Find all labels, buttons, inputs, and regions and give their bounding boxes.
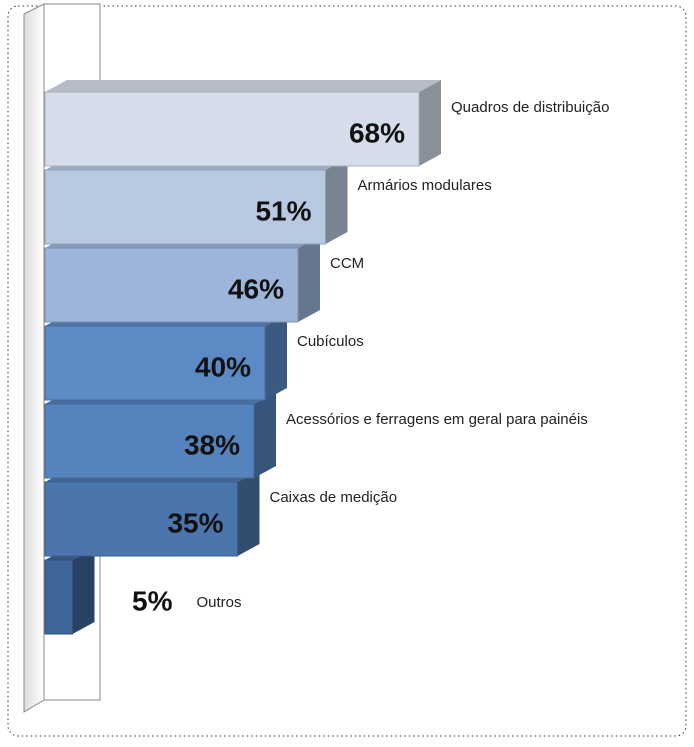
category-label: Caixas de medição: [270, 489, 398, 506]
category-label: Armários modulares: [358, 177, 492, 194]
bar: [44, 481, 238, 557]
bar-side: [265, 314, 287, 400]
bar-side: [325, 158, 348, 244]
value-label: 51%: [255, 195, 311, 226]
bar-side: [254, 392, 276, 478]
category-label: Outros: [197, 594, 242, 611]
value-label: 46%: [228, 273, 284, 304]
bar: [44, 91, 420, 167]
value-label: 35%: [167, 507, 223, 538]
value-label: 38%: [184, 429, 240, 460]
frame-side: [23, 3, 45, 713]
value-label: 68%: [349, 117, 405, 148]
category-label: CCM: [330, 255, 364, 272]
category-label: Quadros de distribuição: [451, 99, 609, 116]
bar: [44, 559, 73, 635]
value-label: 40%: [195, 351, 251, 382]
border: [7, 5, 687, 737]
bar: [44, 325, 266, 401]
bar: [44, 169, 326, 245]
bar: [44, 403, 255, 479]
value-label: 5%: [132, 585, 173, 616]
bar-top: [45, 80, 441, 92]
bar: [44, 247, 299, 323]
bar-side: [72, 548, 95, 634]
bar-side: [298, 236, 320, 322]
bar-side: [237, 470, 260, 556]
category-label: Acessórios e ferragens em geral para pai…: [286, 411, 588, 428]
category-label: Cubículos: [297, 333, 364, 350]
bar-side: [419, 80, 441, 166]
